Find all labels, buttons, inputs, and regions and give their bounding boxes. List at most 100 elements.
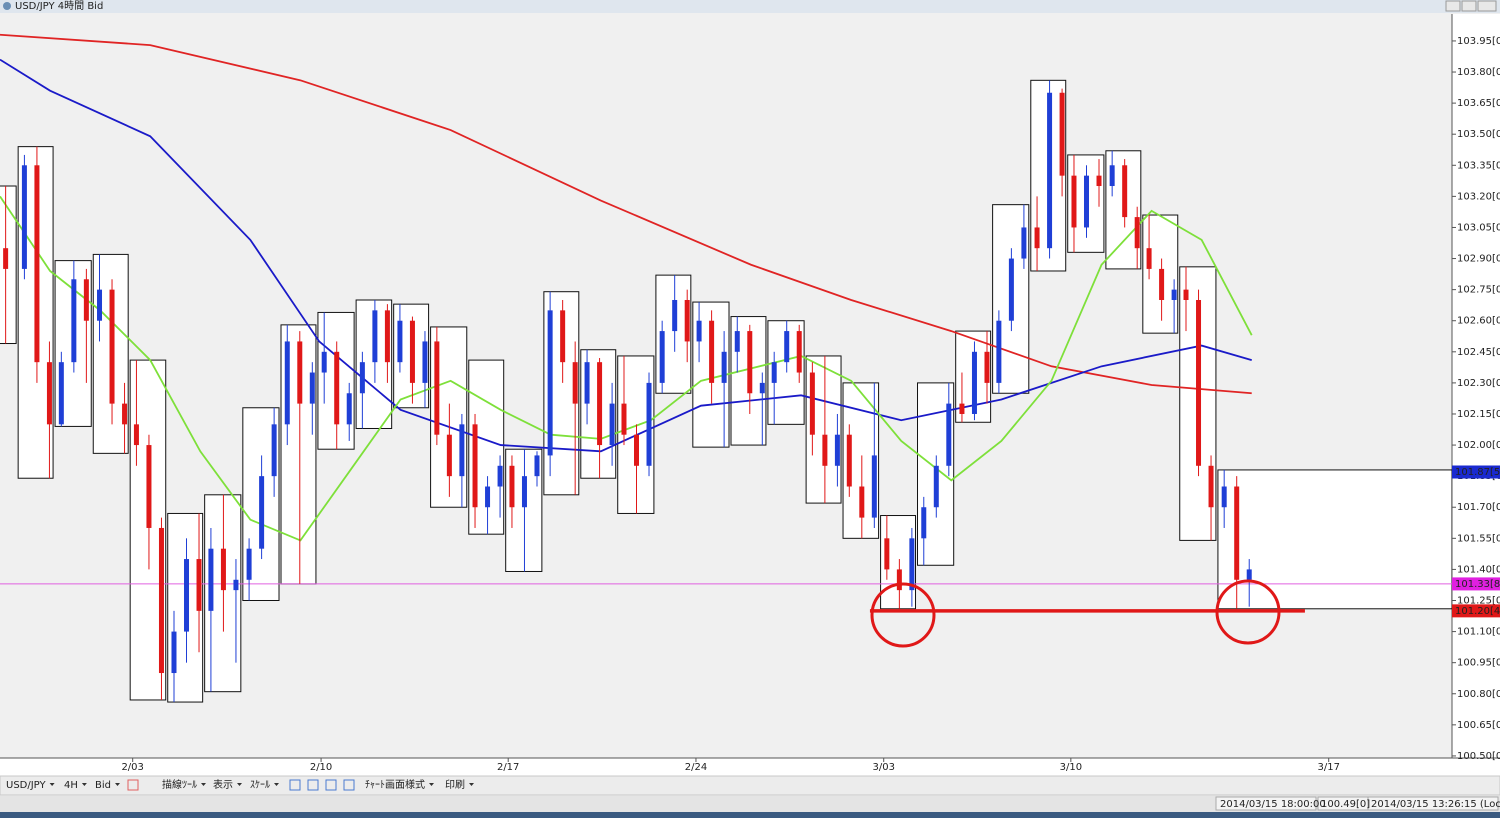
candle-body (659, 331, 665, 383)
candle-body (446, 434, 452, 477)
price-label-box (1452, 577, 1500, 591)
y-tick-label: 100.80[0] (1457, 689, 1500, 700)
y-tick-label: 101.25[0] (1457, 595, 1500, 606)
candle-body (609, 403, 615, 446)
toolbar-menu[interactable]: ｽｹｰﾙ (250, 779, 270, 791)
candle-body (796, 331, 802, 373)
toolbar-icon[interactable] (307, 779, 319, 791)
candle-body (771, 362, 777, 383)
dropdown-arrow (81, 783, 87, 786)
title-bar (0, 0, 1500, 13)
candle-body (1122, 165, 1128, 218)
candle-body (933, 465, 939, 508)
x-tick-label: 3/17 (1317, 762, 1339, 773)
toolbar-icon[interactable] (127, 779, 139, 791)
x-tick-label: 2/24 (685, 762, 707, 773)
close-button[interactable] (1477, 0, 1497, 12)
candle-body (422, 341, 428, 383)
candle-body (597, 362, 603, 446)
candle-body (220, 548, 226, 591)
candle-body (1146, 248, 1152, 269)
candle-body (284, 341, 290, 425)
candle-body (1021, 227, 1027, 259)
toolbar-menu[interactable]: Bid (95, 780, 111, 791)
candle-body (1083, 175, 1089, 228)
candle-body (572, 362, 578, 404)
candle-body (397, 320, 403, 363)
y-tick-label: 103.50[0] (1457, 129, 1500, 140)
candle-body (734, 331, 740, 352)
y-tick-label: 101.40[0] (1457, 564, 1500, 575)
candle-body (1221, 486, 1227, 508)
status-bg (0, 796, 1500, 812)
axes: 103.95[0] 103.80[0] 103.65[0] 103.50[0] 103.… (121, 36, 1500, 773)
candle-body (309, 372, 315, 404)
price-label: 101.33[8 (1455, 579, 1500, 590)
x-tick-label: 2/10 (310, 762, 332, 773)
price-label: 101.20[4 (1455, 606, 1500, 617)
candle-body (584, 362, 590, 404)
price-label: 101.87[5 (1455, 467, 1500, 478)
candle-body (1234, 486, 1240, 580)
candle-body (959, 403, 965, 414)
y-tick-label: 103.35[0] (1457, 160, 1500, 171)
x-axis-area (0, 758, 1500, 776)
candle-body (1071, 175, 1077, 228)
candle-body (184, 559, 190, 632)
y-tick-label: 102.75[0] (1457, 285, 1500, 296)
candle-body (485, 486, 491, 508)
y-tick-label: 102.30[0] (1457, 378, 1500, 389)
candle-body (1109, 165, 1115, 187)
toolbar-menu[interactable]: 4H (64, 780, 78, 791)
y-tick-label: 100.50[0 (1457, 751, 1500, 762)
candle-body (58, 362, 64, 425)
candle-body (684, 299, 690, 342)
toolbar-menu[interactable]: ﾁｬｰﾄ画面様式 (365, 778, 425, 791)
candle-body (434, 341, 440, 435)
toolbar-menu[interactable]: 描線ﾂｰﾙ (162, 778, 197, 791)
candle-body (996, 320, 1002, 383)
toolbar-bg (0, 775, 1500, 796)
candle-body (497, 465, 503, 487)
candle-body (1034, 227, 1040, 249)
y-tick-label: 102.45[0] (1457, 347, 1500, 358)
toolbar-menu[interactable]: USD/JPY (6, 780, 46, 791)
candle-body (809, 372, 815, 435)
dropdown-arrow (274, 783, 279, 786)
candle-body (146, 445, 152, 528)
candle-body (822, 434, 828, 466)
candle-body (1134, 217, 1140, 249)
candle-body (621, 403, 627, 435)
toolbar-icon[interactable] (289, 779, 301, 791)
minimize-button[interactable] (1445, 0, 1461, 12)
candle-body (784, 331, 790, 363)
candle-body (472, 424, 478, 508)
candle-body (246, 548, 252, 580)
taskbar (0, 812, 1500, 818)
candle-body (459, 424, 465, 477)
candle-body (984, 351, 990, 383)
candle-body (1171, 289, 1177, 300)
maximize-button[interactable] (1461, 0, 1477, 12)
candle-body (859, 486, 865, 518)
candle-body (384, 310, 390, 363)
candle-body (896, 569, 902, 591)
candle-body (846, 434, 852, 487)
dropdown-arrow (469, 783, 474, 786)
candle-body (1159, 268, 1165, 300)
status-bar: 2014/03/15 18:00:00 100.49[0] 2014/03/15… (0, 796, 1500, 818)
candle-body (560, 310, 566, 363)
candle-body (359, 362, 365, 394)
candle-body (884, 538, 890, 570)
toolbar-icon[interactable] (325, 779, 337, 791)
candle-body (271, 424, 277, 477)
x-tick-label: 2/17 (497, 762, 519, 773)
toolbar-menu[interactable]: 表示 (213, 778, 233, 791)
status-bar-price: 100.49[0] (1321, 799, 1370, 810)
candle-body (646, 382, 652, 466)
toolbar-icon[interactable] (343, 779, 355, 791)
toolbar-menu[interactable]: 印刷 (445, 779, 465, 791)
candle-body (547, 310, 553, 456)
candle-body (83, 279, 89, 321)
